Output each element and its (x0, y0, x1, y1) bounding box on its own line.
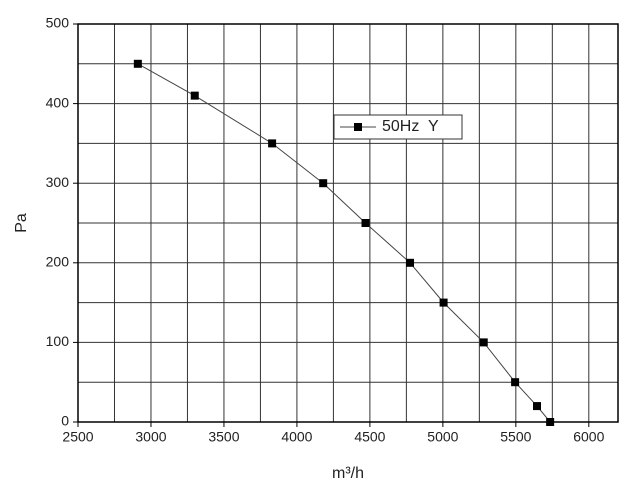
y-tick-label: 0 (61, 413, 69, 429)
y-tick-label: 100 (46, 333, 70, 349)
x-tick-label: 6000 (573, 429, 604, 445)
y-tick-label: 400 (46, 94, 70, 110)
x-tick-label: 5500 (500, 429, 531, 445)
point (406, 258, 415, 267)
point (439, 298, 448, 307)
x-tick-label: 4500 (354, 429, 385, 445)
x-axis-label: m³/h (332, 465, 364, 482)
legend-marker (354, 123, 362, 131)
y-tick-label: 200 (46, 254, 70, 270)
x-tick-label: 5000 (427, 429, 458, 445)
point (546, 418, 555, 426)
x-tick-label: 3500 (208, 429, 239, 445)
point (319, 179, 328, 188)
point (533, 402, 541, 411)
y-axis-label: Pa (13, 213, 30, 233)
y-tick-label: 300 (46, 174, 70, 190)
x-tick-label: 4000 (281, 429, 312, 445)
point (511, 378, 520, 387)
point (190, 91, 199, 100)
plot-frame (77, 23, 619, 423)
point (361, 219, 370, 227)
x-tick-label: 2500 (62, 429, 93, 445)
x-tick-label: 3000 (135, 429, 166, 445)
point (133, 59, 142, 68)
legend-label: 50Hz Y (382, 118, 439, 135)
point (268, 139, 277, 148)
y-tick-label: 500 (46, 15, 70, 31)
point (479, 338, 488, 347)
